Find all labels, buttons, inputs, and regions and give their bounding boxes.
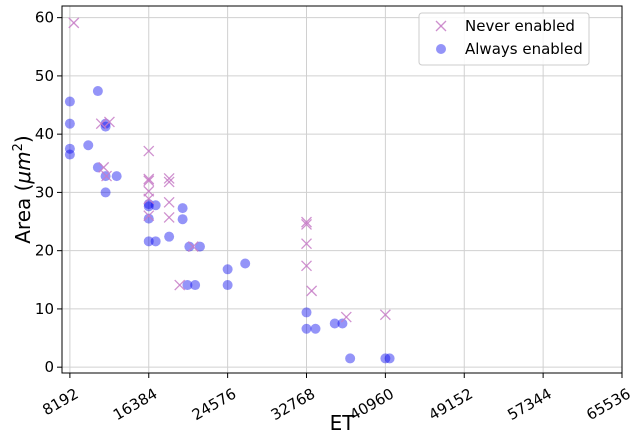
always-enabled-point xyxy=(83,140,94,151)
always-enabled-point xyxy=(345,353,356,364)
never-enabled-point xyxy=(301,216,312,228)
never-enabled-point xyxy=(301,238,312,250)
x-tick-label: 32768 xyxy=(268,385,318,424)
always-enabled-point xyxy=(64,143,75,154)
always-enabled-point xyxy=(194,241,205,252)
x-tick-label: 57344 xyxy=(504,385,554,424)
always-enabled-point xyxy=(222,264,233,275)
always-enabled-point xyxy=(64,96,75,107)
legend-marker-never-enabled xyxy=(435,20,447,32)
always-enabled-point xyxy=(301,307,312,318)
always-enabled-point xyxy=(190,280,201,291)
always-enabled-point xyxy=(64,149,75,160)
never-enabled-point xyxy=(379,309,391,321)
x-tick-label: 49152 xyxy=(426,385,476,424)
always-enabled-point xyxy=(182,280,193,291)
always-enabled-point xyxy=(100,171,111,182)
y-tick-label: 0 xyxy=(44,358,54,376)
always-enabled-point xyxy=(177,203,188,214)
always-enabled-point xyxy=(143,236,154,247)
y-tick-label: 20 xyxy=(35,242,54,260)
never-enabled-point xyxy=(101,170,113,182)
y-tick-label: 30 xyxy=(35,183,54,201)
y-tick-label: 60 xyxy=(35,9,54,27)
always-enabled-point xyxy=(64,118,75,129)
legend-label-always-enabled: Always enabled xyxy=(465,40,583,58)
never-enabled-point xyxy=(163,212,175,223)
never-enabled-point xyxy=(103,116,115,128)
never-enabled-point xyxy=(143,193,155,205)
x-tick-label: 65536 xyxy=(583,385,633,424)
axis-ticks: 8192 16384 24576 32768 40960 49152 57344 655360… xyxy=(35,9,634,424)
y-tick-label: 40 xyxy=(35,125,54,143)
never-enabled-point xyxy=(187,241,199,253)
never-enabled-point xyxy=(340,311,352,323)
never-enabled-point xyxy=(163,176,175,188)
always-enabled-point xyxy=(310,323,321,334)
y-tick-label: 50 xyxy=(35,67,54,85)
never-enabled-point xyxy=(174,279,186,291)
never-enabled-point xyxy=(143,210,155,222)
y-tick-label: 10 xyxy=(35,300,54,318)
always-enabled-point xyxy=(184,241,195,252)
x-tick-label: 24576 xyxy=(189,385,239,424)
legend-box xyxy=(418,12,590,66)
always-enabled-point xyxy=(150,236,161,247)
legend: Never enabled Always enabled xyxy=(418,12,590,66)
always-enabled-point xyxy=(240,258,251,269)
always-enabled-point xyxy=(143,201,154,212)
always-enabled-point xyxy=(329,318,340,329)
data-points xyxy=(64,17,395,364)
x-tick-label: 8192 xyxy=(39,385,81,420)
never-enabled-point xyxy=(143,145,155,157)
never-enabled-point xyxy=(143,175,155,187)
x-tick-label: 16384 xyxy=(110,385,160,424)
always-enabled-point xyxy=(100,187,111,198)
always-enabled-point xyxy=(164,231,175,242)
x-axis-label: ET xyxy=(330,411,356,435)
always-enabled-point xyxy=(92,86,103,97)
always-enabled-point xyxy=(337,318,348,329)
never-enabled-point xyxy=(68,17,80,29)
never-enabled-point xyxy=(163,196,175,208)
always-enabled-point xyxy=(111,171,122,182)
legend-marker-always-enabled xyxy=(436,44,446,54)
legend-label-never-enabled: Never enabled xyxy=(465,17,575,35)
always-enabled-point xyxy=(384,353,395,364)
never-enabled-point xyxy=(143,173,155,185)
always-enabled-point xyxy=(92,162,103,173)
always-enabled-point xyxy=(380,353,391,364)
legend-x-marker xyxy=(435,20,447,32)
never-enabled-point xyxy=(163,172,175,184)
always-enabled-point xyxy=(301,323,312,334)
grid xyxy=(62,6,623,373)
never-enabled-point xyxy=(306,285,318,297)
never-enabled-point xyxy=(98,161,110,173)
always-enabled-point xyxy=(143,213,154,224)
never-enabled-point xyxy=(301,260,312,272)
plot-frame xyxy=(61,5,623,374)
y-axis-label: Area (μm2) xyxy=(11,135,35,244)
legend-circle-marker xyxy=(436,44,446,54)
always-enabled-point xyxy=(177,214,188,225)
always-enabled-point xyxy=(222,280,233,291)
never-enabled-point xyxy=(301,218,312,230)
